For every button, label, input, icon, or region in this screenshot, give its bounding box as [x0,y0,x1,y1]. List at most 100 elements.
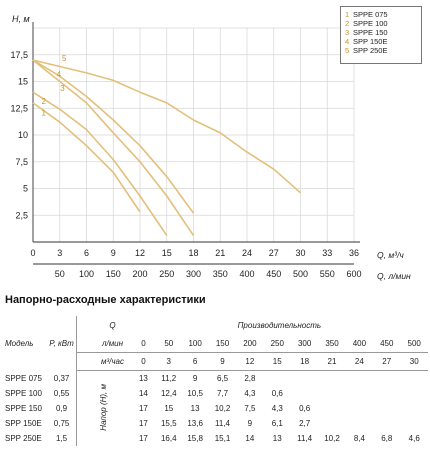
head-value: 13 [272,434,282,443]
m3h-value: 9 [208,352,237,371]
x2-tick-label: 350 [213,269,228,279]
lmin-value: 250 [263,335,291,353]
x2-tick-label: 500 [293,269,308,279]
x2-tick-label: 300 [186,269,201,279]
head-value: 17 [138,419,148,428]
series-number-label: 3 [60,84,65,93]
head-value: 7,7 [216,389,229,398]
productivity-header: Производительность [237,321,322,330]
header-row: Модель P, кВт Q Производительность [3,316,428,348]
x2-tick-label: 550 [320,269,335,279]
head-value: 6,5 [216,374,229,383]
x-tick-label: 12 [135,248,145,258]
head-value: 11,4 [297,434,313,443]
m3h-value: 27 [373,352,401,371]
head-value: 0,6 [271,389,283,398]
series-number-label: 1 [41,109,46,118]
series-number-label: 4 [57,70,62,79]
series-line-2 [32,91,168,237]
lmin-value: 100 [181,335,209,353]
y-tick-label: 7,5 [15,157,28,167]
head-value: 4,3 [244,389,256,398]
head-value [291,371,318,387]
table-row: SPPE 100 0,55 14 12,4 10,5 7,7 4,3 0,6 [3,386,428,401]
head-value: 7,5 [244,404,256,413]
head-value: 10,5 [187,389,203,398]
head-value: 6,8 [381,434,393,443]
model-header: Модель [5,338,34,348]
table-row: SPPE 075 0,37 Напор (H), м 13 11,2 9 6,5 2,8 [3,370,428,446]
head-value [400,416,428,431]
header-row: л/мин 0 50 100 150 200 250 300 350 400 450 500 [3,335,428,353]
x-tick-label: 0 [30,248,35,258]
model-name: SPPE 150 [5,404,42,413]
model-name: SPPE 075 [5,373,42,383]
head-value: 13,6 [187,419,203,428]
head-value: 2,7 [299,419,311,428]
lmin-value: 200 [236,335,264,353]
head-value: 12,4 [160,389,177,398]
power-value: 1,5 [55,434,68,443]
model-name: SPP 250E [5,434,42,443]
chart-series: 1 2 3 45 [32,54,302,237]
m3h-value: 12 [236,352,264,371]
blank-cell [75,316,95,335]
m3h-value: 15 [263,352,291,371]
header-row: м³/час 0 3 6 9 12 15 18 21 24 27 30 [3,352,428,371]
lmin-value: 150 [208,335,237,353]
x-tick-label: 33 [322,248,332,258]
head-value: 4,6 [408,434,420,443]
head-value [346,401,373,416]
table-row: SPPE 150 0,9 17 15 13 10,2 7,5 4,3 0,6 [3,401,428,416]
y-axis-label: H, м [12,14,30,24]
head-header-text: Напор (H), м [99,384,109,431]
legend-item: 5 SPP 250E [345,46,388,55]
lmin-value: 450 [373,335,401,353]
m3h-value: 30 [400,352,428,371]
x2-tick-label: 200 [132,269,147,279]
series-line-1 [32,102,141,213]
x-tick-label: 27 [269,248,279,258]
x-tick-label: 24 [242,248,252,258]
power-value: 0,75 [53,419,70,428]
head-value: 15,8 [187,434,203,443]
series-line-4 [32,59,195,214]
x-tick-label: 36 [349,248,359,258]
head-value: 10,2 [324,434,340,443]
y-tick-label: 10 [18,130,28,140]
head-header: Напор (H), м [75,370,131,446]
table-row: SPP 250E 1,5 17 16,4 15,8 15,1 14 13 11,4 10,2 8,4… [3,431,428,446]
series-number-label: 5 [62,54,67,63]
head-value [400,401,428,416]
head-value: 17 [138,434,148,443]
head-value: 2,8 [244,374,256,383]
m3h-value: 24 [345,352,374,371]
lmin-value: 300 [290,335,319,353]
head-value [291,386,318,401]
chart-legend: 1 SPPE 075 2 SPPE 100 3 SPPE 150 4 SPP 150E … [340,6,422,64]
head-value [373,386,400,401]
x2-tick-label: 250 [159,269,174,279]
head-value [318,386,345,401]
model-name: SPP 150E [5,419,42,428]
head-value: 15,5 [160,419,177,428]
x-tick-label: 9 [111,248,116,258]
head-value [373,416,400,431]
head-value: 17 [138,404,148,413]
head-value: 13 [190,404,200,413]
head-value: 15 [164,404,174,413]
y-tick-label: 2,5 [15,210,28,220]
x-tick-label: 18 [188,248,198,258]
m3h-value: 21 [318,352,346,371]
head-value [318,401,345,416]
x-tick-label: 30 [295,248,305,258]
lmin-value: 400 [345,335,374,353]
performance-table: Модель P, кВт Q Производительность л/мин 0 50 1… [3,316,428,446]
power-header: P, кВт [49,338,74,348]
head-value [318,416,345,431]
x2-tick-label: 400 [239,269,254,279]
head-value: 0,6 [299,404,311,413]
head-value [400,371,428,387]
model-name: SPPE 100 [5,389,42,398]
x-tick-label: 3 [57,248,62,258]
